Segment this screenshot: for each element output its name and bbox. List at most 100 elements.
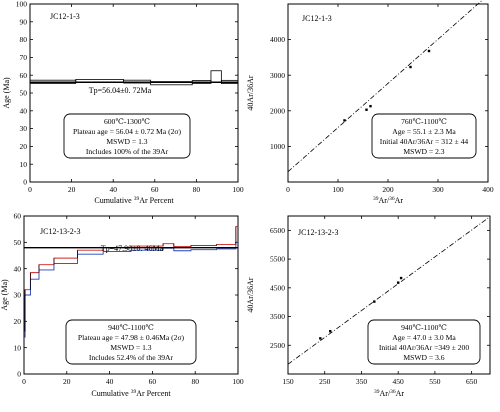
info-line: MSWD = 2.3 xyxy=(403,147,444,156)
y-tick-label: 40 xyxy=(14,264,22,273)
y-tick-label: 2500 xyxy=(270,341,285,350)
data-point xyxy=(396,281,400,284)
info-line: Includes 100% of the 39Ar xyxy=(86,147,169,156)
data-point xyxy=(329,329,332,333)
y-tick-label: 1000 xyxy=(270,142,285,151)
x-tick-label: 80 xyxy=(191,377,199,386)
y-axis-label: Age (Ma) xyxy=(0,279,9,311)
y-tick-label: 0 xyxy=(17,370,21,379)
x-tick-label: 550 xyxy=(429,377,441,386)
info-line: Age = 47.0 ± 3.0 Ma xyxy=(392,333,456,342)
y-tick-label: 50 xyxy=(14,238,22,247)
x-tick-label: 0 xyxy=(286,185,290,194)
y-axis-label: 40Ar/36Ar xyxy=(246,75,255,110)
age-step xyxy=(210,70,222,83)
y-tick-label: 90 xyxy=(20,17,28,26)
panel-title: JC12-1-3 xyxy=(50,12,80,21)
plateau-label: Tp=47.98±0. 46Ma xyxy=(101,244,164,253)
info-box xyxy=(63,113,191,159)
info-box xyxy=(367,319,481,365)
x-tick-label: 150 xyxy=(282,377,294,386)
isochron-fit-line xyxy=(287,217,489,365)
x-tick-label: 400 xyxy=(482,185,494,194)
y-tick-label: 3500 xyxy=(270,312,285,321)
y-tick-label: 100 xyxy=(16,0,28,9)
panel-isochron-jc12-13-2-3: JC12-13-2-3 150 250 350 450 550 650 2500 3500 45… xyxy=(246,215,491,398)
x-tick-label: 100 xyxy=(232,185,244,194)
y-tick-label: 4000 xyxy=(270,35,285,44)
isochron-fit-line xyxy=(287,0,484,172)
data-point xyxy=(373,300,376,303)
plateau-label: Tp=56.04±0. 72Ma xyxy=(89,86,152,95)
y-tick-label: 60 xyxy=(20,71,28,80)
y-tick-label: 6500 xyxy=(270,226,285,235)
data-point xyxy=(409,65,412,69)
age-envelope-lower xyxy=(24,241,238,338)
y-axis-label: 40Ar/36Ar xyxy=(246,277,255,312)
age-envelope-upper xyxy=(24,226,238,333)
x-tick-label: 40 xyxy=(109,185,117,194)
info-line: Initial 40Ar/36Ar = 312 ± 44 xyxy=(380,137,469,146)
y-tick-label: 0 xyxy=(23,178,27,187)
y-tick-label: 20 xyxy=(20,142,28,151)
data-point xyxy=(369,104,372,108)
data-point xyxy=(399,276,403,280)
axis-ticks: 0 20 40 60 80 100 0 10 20 30 40 50 60 xyxy=(14,212,244,386)
info-line: Plateau age = 47.98 ± 0.46Ma (2σ) xyxy=(78,333,185,342)
y-tick-label: 3000 xyxy=(270,71,285,80)
info-line: Initial 40Ar/36Ar =349 ± 200 xyxy=(379,343,469,352)
info-line: 940℃-1100℃ xyxy=(108,323,154,332)
y-tick-label: 2000 xyxy=(270,106,285,115)
x-tick-label: 60 xyxy=(149,377,157,386)
y-tick-label: 4500 xyxy=(270,283,285,292)
x-axis-label: Cumulative 39Ar Percent xyxy=(94,196,174,205)
x-tick-label: 100 xyxy=(332,185,344,194)
x-axis-label: 39Ar/36Ar xyxy=(373,196,403,205)
y-tick-label: 60 xyxy=(14,212,22,221)
y-tick-label: 30 xyxy=(20,124,28,133)
axis-ticks: 150 250 350 450 550 650 2500 3500 4500 5500 6500 xyxy=(270,216,490,386)
x-tick-label: 20 xyxy=(63,377,71,386)
y-tick-label: 10 xyxy=(20,160,28,169)
data-points xyxy=(319,276,403,340)
panel-title: JC12-13-2-3 xyxy=(40,227,80,236)
y-tick-label: 30 xyxy=(14,291,22,300)
data-point xyxy=(427,49,431,53)
x-tick-label: 40 xyxy=(106,377,114,386)
info-line: 760℃-1100℃ xyxy=(401,117,447,126)
y-tick-label: 70 xyxy=(20,53,28,62)
x-tick-label: 100 xyxy=(232,377,244,386)
plot-frame xyxy=(287,215,491,375)
x-tick-label: 450 xyxy=(393,377,405,386)
x-tick-label: 0 xyxy=(22,377,26,386)
info-line: Plateau age = 56.04 ± 0.72 Ma (2σ) xyxy=(73,127,182,136)
x-axis-label: Cumulative 39Ar Percent xyxy=(91,389,171,398)
x-tick-label: 250 xyxy=(319,377,331,386)
y-tick-label: 80 xyxy=(20,35,28,44)
data-point xyxy=(365,108,368,111)
info-line: MSWD = 1.3 xyxy=(106,137,147,146)
x-axis-label: 39Ar/36Ar xyxy=(374,389,404,398)
info-line: 940℃-1100℃ xyxy=(401,323,447,332)
info-line: Age = 55.1 ± 2.3 Ma xyxy=(392,127,456,136)
y-tick-label: 10 xyxy=(14,343,22,352)
data-points xyxy=(343,49,431,122)
x-tick-label: 80 xyxy=(193,185,201,194)
y-tick-label: 40 xyxy=(20,106,28,115)
y-tick-label: 5500 xyxy=(270,255,285,264)
x-tick-label: 60 xyxy=(151,185,159,194)
y-axis-label: Age (Ma) xyxy=(2,77,11,109)
info-line: MSWD = 3.6 xyxy=(403,353,444,362)
panel-title: JC12-1-3 xyxy=(302,14,332,23)
x-tick-label: 350 xyxy=(356,377,368,386)
panel-age-spectrum-jc12-1-3: JC12-1-3 0 20 40 60 80 100 0 10 20 30 40 50 60 70 80 90… xyxy=(2,0,244,205)
y-tick-label: 50 xyxy=(20,89,28,98)
axis-ticks: 0 100 200 300 400 1000 2000 3000 4000 xyxy=(270,4,494,194)
x-tick-label: 0 xyxy=(28,185,32,194)
data-point xyxy=(319,337,322,340)
panel-isochron-jc12-1-3: JC12-1-3 0 100 200 300 400 1000 2000 3000 4000 7… xyxy=(246,0,494,205)
data-point xyxy=(343,119,346,122)
x-tick-label: 650 xyxy=(466,377,478,386)
axis-ticks: 0 20 40 60 80 100 0 10 20 30 40 50 60 70 80 90 100 xyxy=(16,0,244,194)
